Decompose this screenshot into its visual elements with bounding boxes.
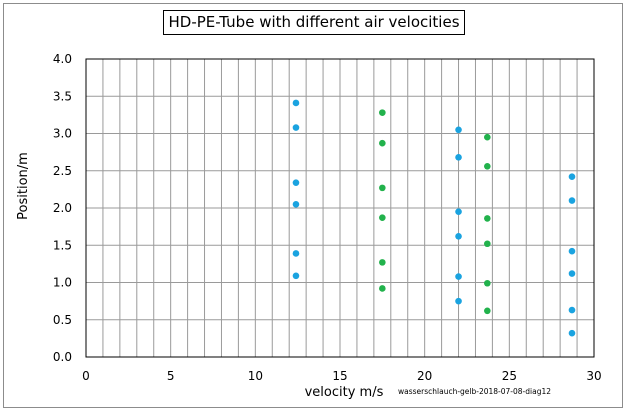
- y-axis-label: Position/m: [16, 152, 31, 220]
- x-tick-label: 5: [167, 369, 175, 383]
- scatter-point: [379, 214, 386, 221]
- x-tick-label: 20: [417, 369, 432, 383]
- x-tick-label: 0: [82, 369, 90, 383]
- scatter-point: [292, 272, 300, 280]
- y-tick-labels: 0.0 0.5 1.0 1.5 2.0 2.5 3.0 3.5 4.0: [53, 52, 72, 364]
- scatter-point: [455, 273, 462, 280]
- scatter-point: [379, 109, 386, 116]
- scatter-point: [379, 285, 386, 292]
- scatter-point: [292, 250, 300, 257]
- source-annotation: wasserschlauch-gelb-2018-07-08-diag12: [398, 387, 551, 396]
- scatter-point: [484, 162, 491, 170]
- plot-area: [85, 58, 595, 358]
- x-tick-label: 15: [332, 369, 347, 383]
- y-tick-label: 1.0: [53, 276, 72, 290]
- scatter-point: [484, 240, 491, 248]
- chart-title: HD-PE-Tube with different air velocities: [163, 10, 465, 35]
- y-tick-label: 1.5: [53, 238, 72, 252]
- data-points: [292, 99, 576, 337]
- scatter-point: [568, 329, 576, 337]
- scatter-point: [455, 154, 462, 161]
- scatter-point: [379, 259, 386, 266]
- y-tick-label: 0.0: [53, 350, 72, 364]
- scatter-point: [568, 306, 576, 314]
- x-tick-label: 30: [586, 369, 601, 383]
- y-tick-label: 2.0: [53, 201, 72, 215]
- scatter-point: [379, 139, 386, 147]
- scatter-point: [568, 197, 576, 204]
- scatter-point: [484, 279, 491, 287]
- chart-frame: [3, 3, 623, 408]
- scatter-point: [568, 173, 576, 181]
- scatter-point: [484, 307, 491, 315]
- scatter-point: [292, 200, 300, 208]
- y-tick-label: 4.0: [53, 52, 72, 66]
- scatter-point: [292, 124, 300, 131]
- scatter-point: [455, 233, 462, 240]
- x-tick-labels: 0 5 10 15 20 25 30: [82, 369, 601, 383]
- scatter-point: [455, 208, 462, 216]
- scatter-point: [484, 215, 491, 222]
- y-tick-label: 3.5: [53, 89, 72, 103]
- scatter-point: [379, 184, 386, 192]
- scatter-point: [455, 126, 462, 134]
- x-axis-label: velocity m/s: [305, 385, 384, 400]
- scatter-point: [568, 270, 576, 277]
- scatter-point: [292, 179, 300, 186]
- scatter-point: [292, 99, 300, 107]
- x-tick-label: 25: [502, 369, 517, 383]
- y-tick-label: 0.5: [53, 313, 72, 327]
- y-tick-label: 2.5: [53, 164, 72, 178]
- y-tick-label: 3.0: [53, 127, 72, 141]
- scatter-point: [455, 297, 462, 305]
- scatter-point: [484, 133, 491, 141]
- grid-lines: [86, 59, 594, 357]
- scatter-point: [568, 247, 576, 255]
- x-tick-label: 10: [248, 369, 263, 383]
